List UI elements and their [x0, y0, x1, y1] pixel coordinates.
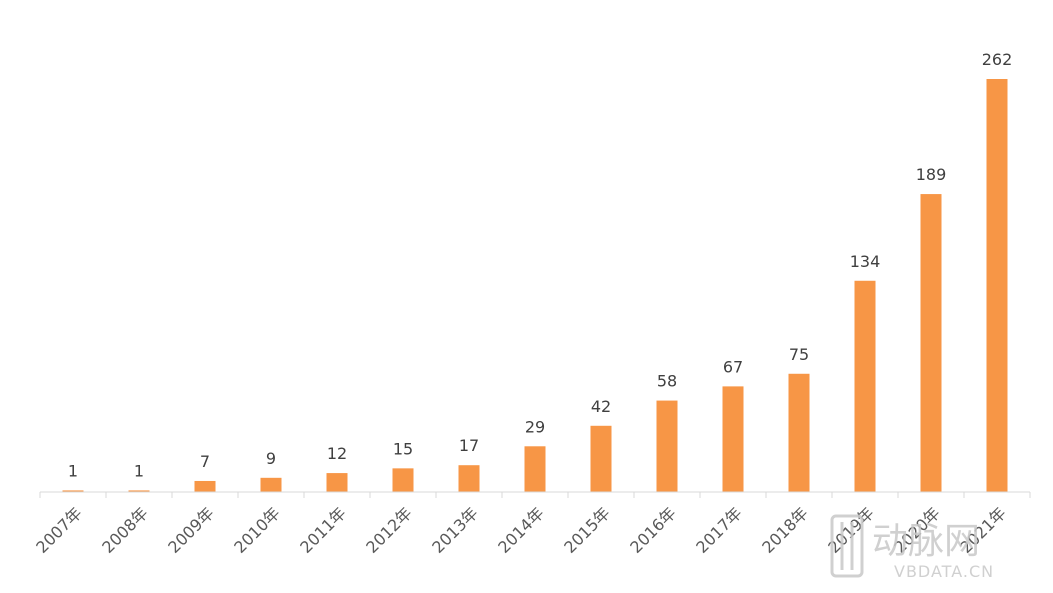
bar-2012年	[392, 468, 414, 492]
x-tick-label-2010年: 2010年	[230, 503, 284, 557]
bar-2008年	[128, 490, 150, 492]
x-tick-label-2014年: 2014年	[494, 503, 548, 557]
bar-2021年	[986, 79, 1008, 492]
bar-2007年	[62, 490, 84, 492]
watermark-brand-url: VBDATA.CN	[894, 562, 994, 581]
data-label-2020年: 189	[916, 165, 947, 184]
data-label-2015年: 42	[591, 397, 611, 416]
data-label-2013年: 17	[459, 436, 479, 455]
bar-2011年	[326, 473, 348, 492]
x-tick-label-2018年: 2018年	[758, 503, 812, 557]
data-label-2019年: 134	[850, 252, 881, 271]
x-tick-label-2012年: 2012年	[362, 503, 416, 557]
watermark-brand-cn: 动脉网	[872, 521, 980, 562]
watermark-logo: 动脉网 VBDATA.CN	[830, 514, 994, 581]
bar-2013年	[458, 465, 480, 492]
x-tick-label-2011年: 2011年	[296, 503, 350, 557]
bar-2010年	[260, 477, 282, 492]
data-label-2014年: 29	[525, 417, 545, 436]
bar-2019年	[854, 280, 876, 492]
data-label-2008年: 1	[134, 461, 144, 480]
data-label-2012年: 15	[393, 439, 413, 458]
bars-group	[62, 79, 1008, 493]
data-label-2021年: 262	[982, 50, 1013, 69]
x-tick-label-2007年: 2007年	[32, 503, 86, 557]
bar-2020年	[920, 194, 942, 493]
bar-2014年	[524, 446, 546, 492]
data-label-2016年: 58	[657, 372, 677, 391]
watermark-mark-icon	[830, 514, 864, 578]
x-tick-label-2013年: 2013年	[428, 503, 482, 557]
x-tick-label-2009年: 2009年	[164, 503, 218, 557]
data-label-2007年: 1	[68, 461, 78, 480]
data-label-2011年: 12	[327, 444, 347, 463]
data-label-2009年: 7	[200, 452, 210, 471]
data-label-2010年: 9	[266, 449, 276, 468]
x-tick-label-2015年: 2015年	[560, 503, 614, 557]
bar-2009年	[194, 480, 216, 492]
data-label-2018年: 75	[789, 345, 809, 364]
watermark-mark-stroke	[840, 522, 854, 570]
x-axis-ticks-group	[39, 492, 1031, 498]
x-tick-label-2017年: 2017年	[692, 503, 746, 557]
x-tick-label-2016年: 2016年	[626, 503, 680, 557]
bar-2018年	[788, 373, 810, 492]
bar-2016年	[656, 400, 678, 492]
data-label-2017年: 67	[723, 357, 743, 376]
bar-2015年	[590, 425, 612, 492]
bar-2017年	[722, 386, 744, 492]
x-tick-label-2008年: 2008年	[98, 503, 152, 557]
